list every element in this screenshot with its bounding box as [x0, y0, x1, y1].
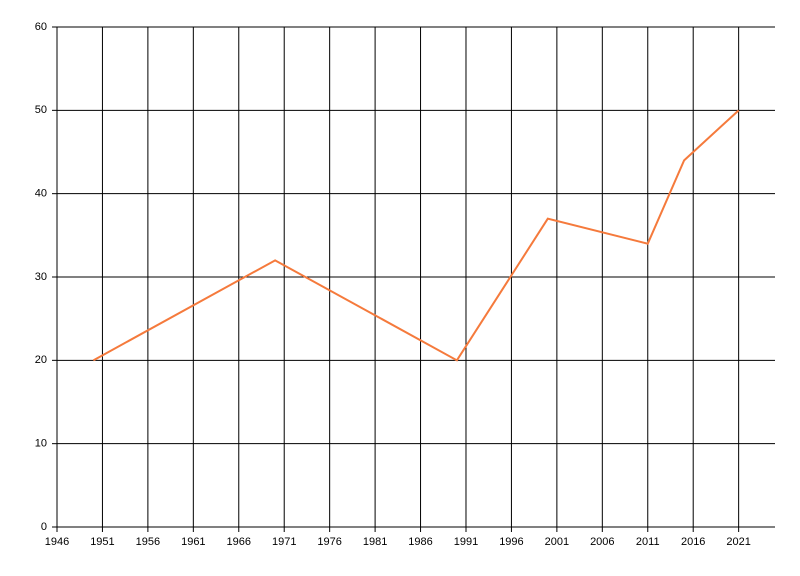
x-tick-label: 1986 — [408, 536, 432, 548]
x-tick-label: 2001 — [545, 536, 569, 548]
x-tick-label: 1996 — [499, 536, 523, 548]
y-tick-label: 20 — [35, 354, 47, 366]
y-tick-label: 0 — [41, 521, 47, 533]
x-tick-label: 1981 — [363, 536, 387, 548]
y-tick-label: 60 — [35, 21, 47, 33]
x-tick-label: 2006 — [590, 536, 614, 548]
x-tick-label: 1976 — [317, 536, 341, 548]
x-tick-label: 1956 — [136, 536, 160, 548]
y-tick-label: 40 — [35, 188, 47, 200]
x-tick-label: 2011 — [636, 536, 660, 548]
y-tick-label: 10 — [35, 438, 47, 450]
x-tick-label: 1946 — [45, 536, 69, 548]
x-tick-label: 2016 — [681, 536, 705, 548]
x-tick-label: 1966 — [227, 536, 251, 548]
x-tick-label: 1971 — [272, 536, 296, 548]
x-tick-label: 1961 — [181, 536, 205, 548]
x-tick-label: 1991 — [454, 536, 478, 548]
y-tick-label: 50 — [35, 104, 47, 116]
y-tick-label: 30 — [35, 271, 47, 283]
x-tick-label: 2021 — [726, 536, 750, 548]
x-tick-label: 1951 — [90, 536, 114, 548]
data-line — [92, 109, 740, 362]
